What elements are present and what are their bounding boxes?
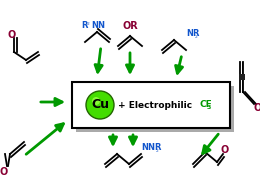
Text: O: O <box>0 167 8 177</box>
Text: O: O <box>8 30 16 40</box>
Text: O: O <box>254 103 260 113</box>
FancyBboxPatch shape <box>72 82 230 128</box>
FancyBboxPatch shape <box>76 86 234 132</box>
Text: $_2$: $_2$ <box>155 147 159 155</box>
Text: NR: NR <box>186 29 199 39</box>
Text: OR: OR <box>122 21 138 31</box>
Circle shape <box>92 97 100 105</box>
Bar <box>238 74 244 80</box>
Text: + Electrophilic: + Electrophilic <box>118 101 195 109</box>
Text: Cu: Cu <box>91 98 109 112</box>
Circle shape <box>86 91 114 119</box>
Text: R: R <box>81 22 88 30</box>
Text: O: O <box>221 145 229 155</box>
Text: $_2$: $_2$ <box>86 20 90 28</box>
Text: 3: 3 <box>207 105 211 110</box>
Text: NNR: NNR <box>141 143 161 153</box>
Text: $_2$: $_2$ <box>194 33 198 41</box>
Text: CF: CF <box>199 100 212 109</box>
Text: NN: NN <box>91 22 105 30</box>
